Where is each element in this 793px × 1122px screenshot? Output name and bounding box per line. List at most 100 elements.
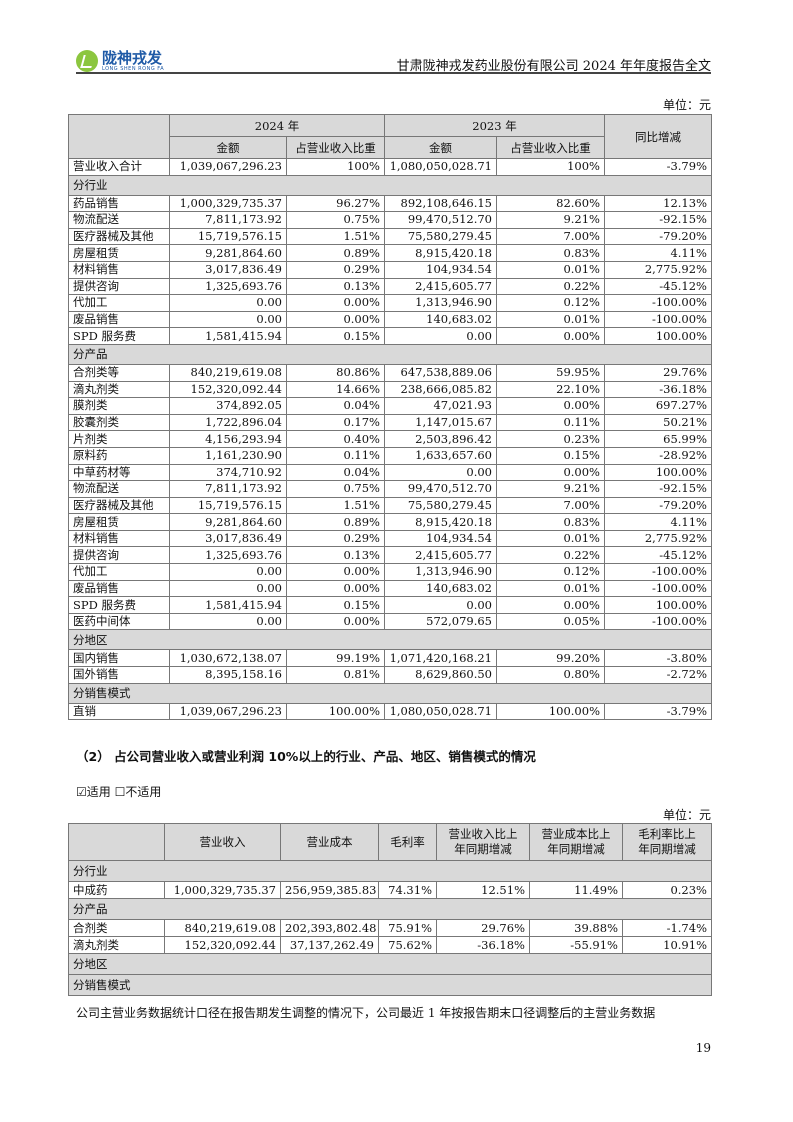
value-cell: 7.00%	[496, 227, 605, 246]
table-row: 原料药 1,161,230.90 0.11% 1,633,657.60 0.15% -28…	[68, 446, 712, 465]
value-cell: -45.12%	[604, 277, 712, 296]
value-cell: 1,147,015.67	[384, 413, 497, 432]
section-label: 分行业	[68, 174, 712, 196]
section-label: 分销售模式	[68, 682, 712, 704]
row-label: 片剂类	[68, 430, 170, 448]
header-cell: 营业成本比上年同期增减	[529, 823, 623, 861]
header-divider	[76, 72, 711, 74]
section-label: 分地区	[68, 629, 712, 651]
value-cell: 15,719,576.15	[169, 227, 287, 246]
value-cell: 0.75%	[286, 211, 385, 229]
value-cell: -79.20%	[604, 227, 712, 246]
row-label: 医疗器械及其他	[68, 227, 170, 246]
value-cell: -100.00%	[604, 579, 712, 598]
row-label: 合剂类等	[68, 363, 170, 382]
row-label: 药品销售	[68, 194, 170, 213]
value-cell: -1.74%	[622, 919, 712, 937]
value-cell: 0.00%	[286, 563, 385, 581]
value-cell: 0.83%	[496, 244, 605, 262]
table-row: 物流配送 7,811,173.92 0.75% 99,470,512.70 9.21% -…	[68, 480, 712, 498]
logo-icon	[76, 50, 98, 72]
table-row: SPD 服务费 1,581,415.94 0.15% 0.00 0.00% 100.00%	[68, 596, 712, 614]
section-label: 分行业	[68, 860, 712, 882]
value-cell: 0.00	[384, 463, 497, 482]
row-label: 废品销售	[68, 310, 170, 329]
value-cell: 1,071,420,168.21	[384, 649, 497, 668]
report-title: 甘肃陇神戎发药业股份有限公司 2024 年年度报告全文	[396, 59, 711, 74]
section-row: 分产品	[68, 898, 712, 920]
value-cell: 100.00%	[604, 327, 712, 345]
table-row: 直销 1,039,067,296.23 100.00% 1,080,050,028.7…	[68, 702, 712, 721]
value-cell: -36.18%	[604, 380, 712, 399]
value-cell: 12.51%	[436, 881, 530, 899]
revenue-composition-table: 2024 年 2023 年 同比增减 金额 占营业收入比重 金额 占营业收入比重…	[68, 114, 712, 721]
value-cell: 50.21%	[604, 413, 712, 432]
header-cell	[68, 823, 165, 861]
value-cell: 1,581,415.94	[169, 596, 287, 614]
value-cell: 0.00	[169, 579, 287, 598]
value-cell: 100%	[496, 158, 605, 176]
value-cell: 2,415,605.77	[384, 277, 497, 296]
value-cell: 0.00	[169, 294, 287, 312]
value-cell: 2,503,896.42	[384, 430, 497, 448]
section-row: 分地区	[68, 953, 712, 975]
table-row: 物流配送 7,811,173.92 0.75% 99,470,512.70 9.21% -…	[68, 211, 712, 229]
value-cell: 0.00%	[286, 579, 385, 598]
value-cell: 374,710.92	[169, 463, 287, 482]
value-cell: 0.89%	[286, 244, 385, 262]
value-cell: 8,629,860.50	[384, 666, 497, 684]
value-cell: 99.19%	[286, 649, 385, 668]
table-header-row: 2024 年 2023 年 同比增减	[68, 114, 712, 159]
value-cell: 140,683.02	[384, 579, 497, 598]
table-row: 提供咨询 1,325,693.76 0.13% 2,415,605.77 0.22% -4…	[68, 546, 712, 565]
header-ratio-2023: 占营业收入比重	[496, 136, 605, 159]
value-cell: 0.00	[384, 327, 497, 345]
value-cell: 202,393,802.48	[280, 919, 379, 937]
value-cell: 0.00	[169, 612, 287, 631]
value-cell: 0.11%	[286, 446, 385, 465]
value-cell: 0.01%	[496, 260, 605, 279]
table-row: 合剂类 840,219,619.08 202,393,802.48 75.91% 29.…	[68, 919, 712, 937]
row-label: 代加工	[68, 563, 170, 581]
value-cell: 1,313,946.90	[384, 294, 497, 312]
value-cell: 3,017,836.49	[169, 260, 287, 279]
section-label: 分销售模式	[68, 974, 712, 996]
note-text: 公司主营业务数据统计口径在报告期发生调整的情况下，公司最近 1 年按报告期末口径…	[76, 1006, 656, 1020]
table-header-row: 营业收入 营业成本 毛利率 营业收入比上年同期增减 营业成本比上年同期增减 毛利率比上年同…	[68, 823, 712, 861]
value-cell: 0.40%	[286, 430, 385, 448]
value-cell: 1.51%	[286, 227, 385, 246]
value-cell: 22.10%	[496, 380, 605, 399]
value-cell: -100.00%	[604, 310, 712, 329]
header-2024: 2024 年	[169, 114, 385, 137]
value-cell: 2,775.92%	[604, 260, 712, 279]
value-cell: 0.89%	[286, 513, 385, 531]
section-row: 分销售模式	[68, 974, 712, 996]
value-cell: 1,039,067,296.23	[169, 702, 287, 721]
table-row: 滴丸剂类 152,320,092.44 37,137,262.49 75.62% -36…	[68, 936, 712, 954]
row-label: 营业收入合计	[68, 158, 170, 176]
value-cell: -2.72%	[604, 666, 712, 684]
table-row: 提供咨询 1,325,693.76 0.13% 2,415,605.77 0.22% -4…	[68, 277, 712, 296]
row-label: 房屋租赁	[68, 513, 170, 531]
row-label: 膜剂类	[68, 397, 170, 415]
table-row: 国外销售 8,395,158.16 0.81% 8,629,860.50 0.80% -2…	[68, 666, 712, 684]
row-label: 医疗器械及其他	[68, 496, 170, 515]
value-cell: 152,320,092.44	[169, 380, 287, 399]
table-row: 滴丸剂类 152,320,092.44 14.66% 238,666,085.82 22…	[68, 380, 712, 399]
value-cell: 0.29%	[286, 260, 385, 279]
value-cell: -3.79%	[604, 702, 712, 721]
value-cell: 0.15%	[286, 596, 385, 614]
value-cell: 75.62%	[378, 936, 437, 954]
value-cell: 0.00	[169, 310, 287, 329]
row-label: SPD 服务费	[68, 596, 170, 614]
table-row: 废品销售 0.00 0.00% 140,683.02 0.01% -100.00%	[68, 579, 712, 598]
row-label: 材料销售	[68, 529, 170, 548]
table-row: 营业收入合计 1,039,067,296.23 100% 1,080,050,028.…	[68, 158, 712, 176]
header-amount-2023: 金额	[384, 136, 497, 159]
value-cell: 9.21%	[496, 211, 605, 229]
header-yoy: 同比增减	[604, 114, 712, 159]
row-label: SPD 服务费	[68, 327, 170, 345]
value-cell: 37,137,262.49	[280, 936, 379, 954]
table1-unit: 单位：元	[662, 98, 711, 112]
value-cell: 0.12%	[496, 563, 605, 581]
